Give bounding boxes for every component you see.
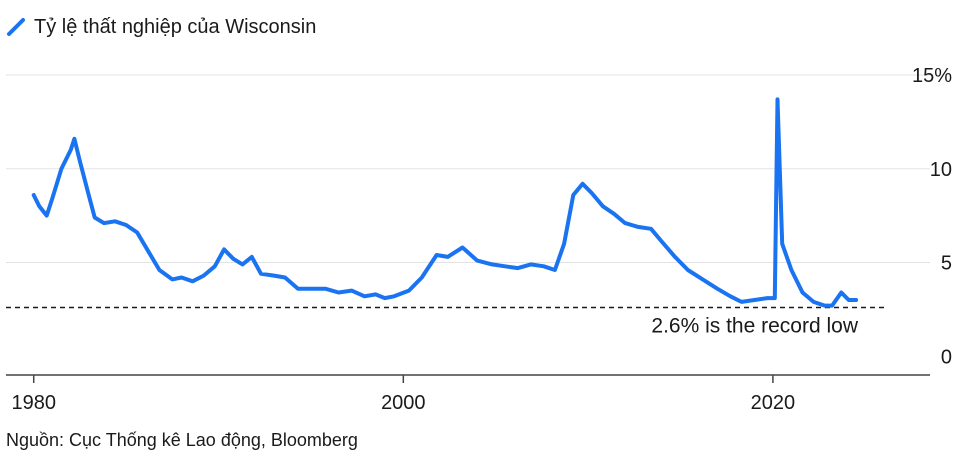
record-low-label: 2.6% is the record low (651, 315, 858, 338)
x-tick-label-2000: 2000 (381, 392, 426, 414)
x-tick-label-1980: 1980 (11, 392, 56, 414)
y-tick-label-5: 5 (941, 253, 952, 275)
label-layer: 0 5 10 15% 1980 2000 2020 2.6% is the record lo… (11, 65, 952, 414)
y-tick-label-10: 10 (930, 159, 952, 181)
series-layer (6, 97, 888, 309)
grid-layer (6, 74, 930, 263)
y-tick-label-0: 0 (941, 346, 952, 368)
legend-swatch-icon (7, 18, 25, 36)
chart-legend: Tỷ lệ thất nghiệp của Wisconsin (6, 13, 316, 41)
source-note: Nguồn: Cục Thống kê Lao động, Bloomberg (6, 430, 358, 450)
series-line-0 (31, 97, 859, 308)
legend-label: Tỷ lệ thất nghiệp của Wisconsin (34, 15, 317, 38)
x-axis (6, 374, 930, 383)
x-tick-label-2020: 2020 (751, 392, 796, 414)
y-tick-label-15: 15% (912, 65, 952, 87)
